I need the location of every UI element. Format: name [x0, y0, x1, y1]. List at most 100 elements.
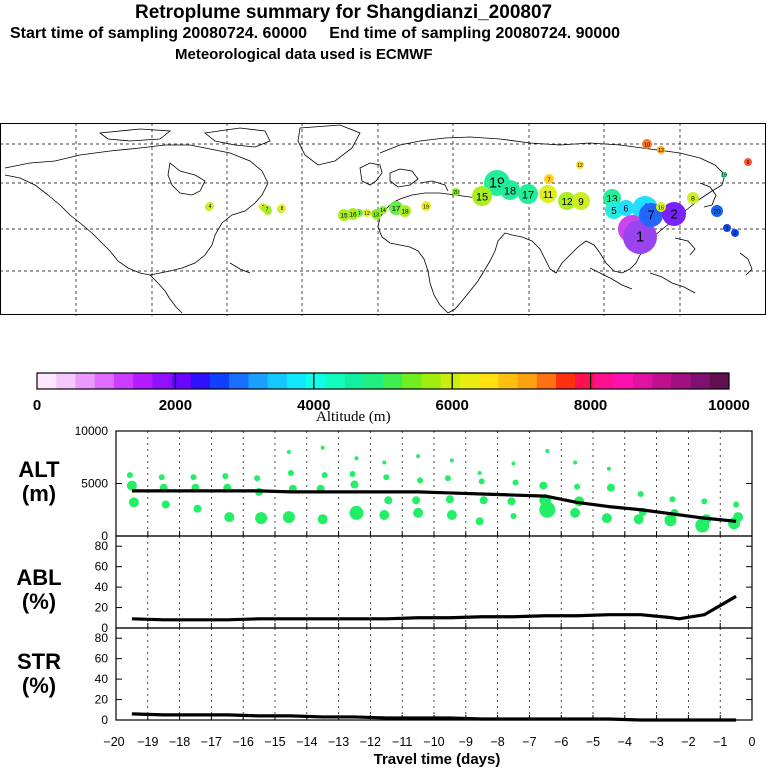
plume-cluster-38: 16 — [656, 202, 666, 212]
cluster-label: 14 — [380, 208, 386, 214]
cluster-label: 5 — [611, 206, 617, 217]
plume-cluster-4: 4 — [206, 202, 214, 210]
xtick-label: −3 — [649, 735, 663, 749]
plume-cluster-39: 12 — [576, 161, 584, 169]
plume-cluster-20: 20 — [452, 188, 460, 196]
cluster-label: 12 — [364, 211, 370, 217]
cluster-marker — [558, 192, 576, 210]
alt-scatter-point — [449, 458, 454, 463]
colorbar-swatch — [325, 373, 345, 389]
alt-scatter-point — [701, 498, 708, 505]
colorbar-tick-label: 2000 — [159, 397, 192, 414]
colorbar-tick-label: 6000 — [436, 397, 469, 414]
alt-scatter-point — [379, 510, 390, 520]
colorbar-swatch — [498, 373, 518, 389]
alt-scatter-point — [222, 473, 229, 480]
colorbar-swatch — [440, 373, 461, 389]
colorbar-tick-label: 10000 — [708, 397, 750, 414]
cluster-label: 6 — [624, 204, 629, 214]
cluster-label: 7 — [647, 208, 654, 223]
cluster-label: 6 — [747, 160, 750, 166]
xtick-label: −17 — [201, 735, 222, 749]
plume-cluster-27: 9 — [572, 192, 590, 210]
alt-scatter-point — [545, 448, 550, 453]
alt-scatter-point — [382, 460, 387, 465]
str-panel: 80 60 40 20 0 — [95, 627, 753, 727]
plume-cluster-15: 15 — [338, 209, 350, 221]
colorbar-swatch — [306, 373, 326, 389]
alt-scatter-point — [573, 460, 578, 465]
xtick-label: −18 — [169, 735, 190, 749]
cluster-marker — [711, 205, 723, 217]
cluster-marker — [618, 200, 634, 216]
xtick-label: −8 — [490, 735, 504, 749]
alt-scatter-point — [512, 479, 519, 486]
colorbar-swatch — [652, 373, 672, 389]
cluster-label: 7 — [547, 177, 550, 183]
cluster-marker — [518, 184, 538, 204]
cluster-label: 13 — [607, 194, 618, 205]
xtick-label: −2 — [681, 735, 695, 749]
colorbar-tick-label: 0 — [33, 397, 41, 414]
xtick-label: −14 — [296, 735, 317, 749]
sampling-time: Start time of sampling 20080724. 60000 E… — [10, 25, 621, 42]
alt-scatter-point — [413, 507, 424, 518]
colorbar-swatch — [383, 373, 403, 389]
cluster-marker — [723, 224, 731, 232]
alt-scatter-point — [161, 500, 170, 509]
alt-scatter-point — [126, 472, 133, 479]
met-data-source: Meteorological data used is ECMWF — [175, 46, 433, 63]
alt-scatter-point — [320, 445, 325, 450]
cluster-label: 19 — [423, 204, 429, 210]
colorbar-swatch — [133, 373, 153, 389]
cluster-marker — [662, 202, 686, 226]
abl-ytick-label: 60 — [95, 560, 109, 574]
world-map: 1234567891011121314151617181920191815171… — [0, 123, 768, 316]
alt-scatter-point — [446, 510, 457, 520]
alt-scatter-point — [224, 512, 235, 523]
colorbar-label: Altitude (m) — [316, 409, 391, 425]
cluster-marker — [347, 208, 359, 220]
colorbar-swatch — [37, 373, 57, 389]
alt-scatter-point — [633, 514, 644, 525]
plume-cluster-14: 14 — [379, 206, 387, 214]
cluster-label: 17 — [392, 204, 401, 213]
alt-ytick-label: 0 — [101, 529, 108, 543]
cluster-label: 2 — [670, 207, 677, 222]
xtick-label: −5 — [586, 735, 600, 749]
cluster-label: 16 — [658, 205, 664, 211]
cluster-marker — [572, 192, 590, 210]
cluster-label: 18 — [401, 209, 409, 216]
alt-scatter-point — [383, 474, 390, 481]
plume-cluster-12: 12 — [363, 209, 371, 217]
cluster-marker — [421, 201, 431, 211]
cluster-marker — [623, 220, 657, 254]
cluster-label: 20 — [713, 209, 721, 216]
xtick-label: −20 — [103, 735, 124, 749]
alt-scatter-point — [570, 507, 581, 518]
cluster-marker — [539, 185, 557, 203]
plume-cluster-44: 20 — [711, 205, 723, 217]
cluster-label: 11 — [543, 190, 554, 201]
cluster-marker — [576, 161, 584, 169]
xtick-label: −19 — [137, 735, 158, 749]
plume-cluster-28: 7 — [544, 174, 554, 184]
plume-cluster-8: 8 — [278, 204, 286, 212]
alt-scatter-point — [254, 475, 261, 482]
abl-panel: 80 60 40 20 0 — [95, 535, 753, 635]
alt-scatter-point — [507, 497, 516, 506]
cluster-marker — [472, 186, 492, 206]
alt-scatter-point — [193, 504, 202, 513]
colorbar-swatch — [248, 373, 268, 389]
alt-scatter-point — [349, 505, 364, 520]
alt-mean-line — [131, 489, 737, 523]
colorbar-swatch — [152, 373, 172, 389]
alt-scatter-point — [350, 480, 359, 489]
alt-scatter-point — [317, 514, 328, 525]
colorbar-tick-label: 8000 — [574, 397, 607, 414]
abl-ytick-label: 20 — [95, 601, 109, 615]
cluster-marker — [687, 192, 699, 204]
x-axis-title: Travel time (days) — [374, 751, 501, 768]
xtick-label: −9 — [459, 735, 473, 749]
